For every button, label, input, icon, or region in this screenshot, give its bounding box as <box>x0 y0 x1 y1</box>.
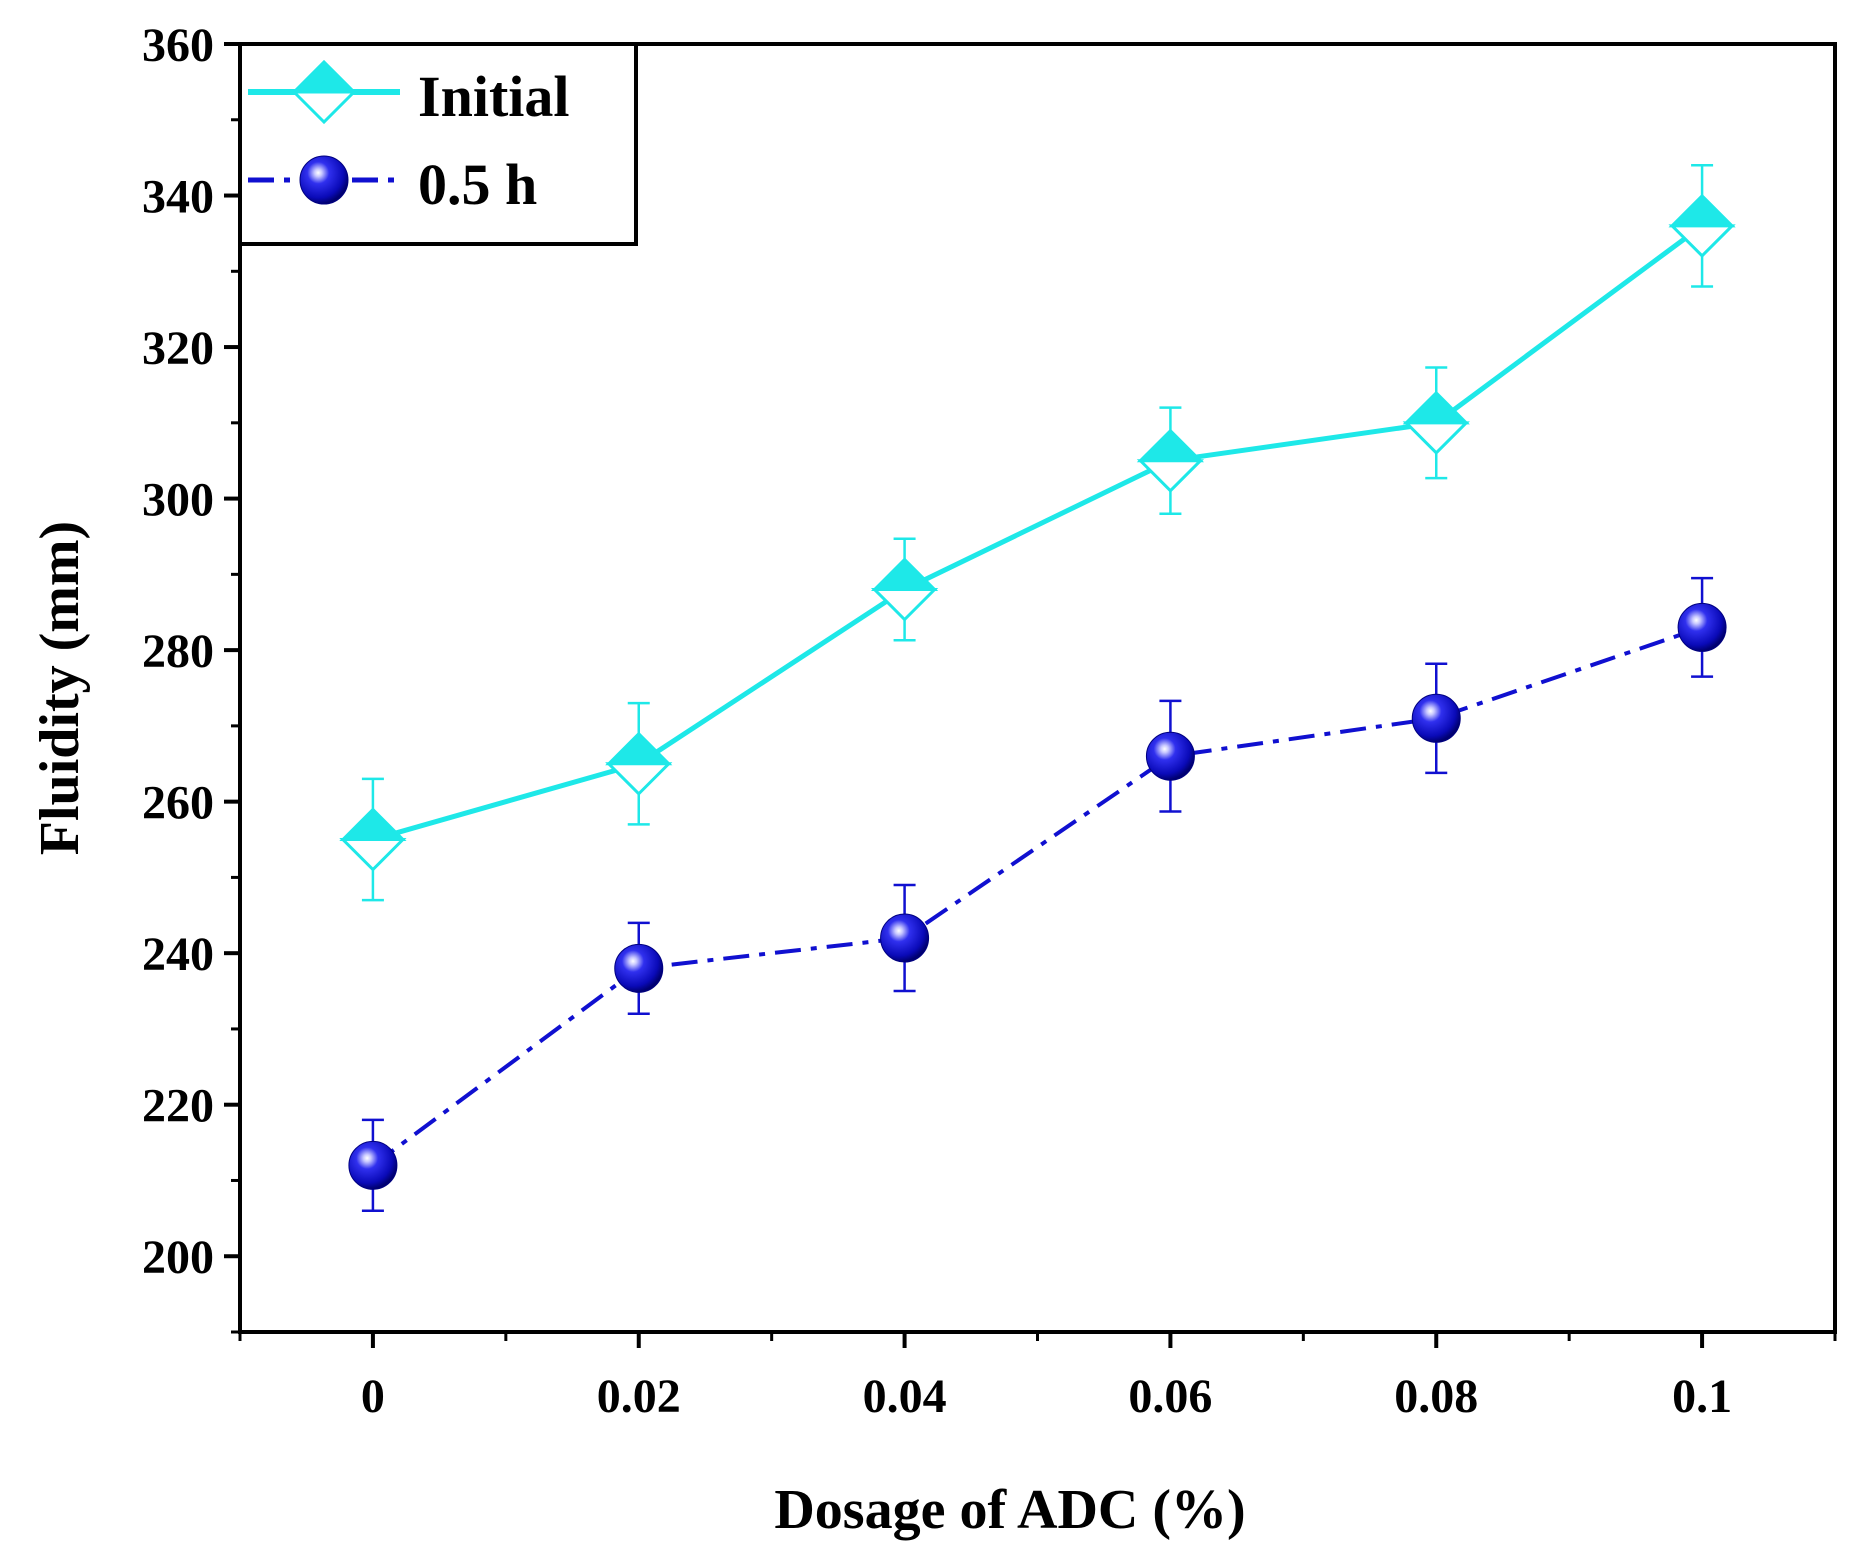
y-tick-label-280: 280 <box>142 625 214 678</box>
legend-marker-0-5h <box>299 155 349 205</box>
point-initial-1-bottom <box>605 762 673 796</box>
legend-diamond-bottom <box>290 90 358 125</box>
x-axis-title: Dosage of ADC (%) <box>774 1479 1245 1541</box>
series-layer <box>339 163 1736 1213</box>
y-tick-label-340: 340 <box>142 171 214 224</box>
series-initial <box>339 163 1736 902</box>
legend-diamond <box>290 59 358 125</box>
y-tick-label-200: 200 <box>142 1231 214 1284</box>
y-tick-label-260: 260 <box>142 777 214 830</box>
legend-entry-initial: Initial <box>248 59 570 129</box>
point-0-5h-1 <box>614 943 664 993</box>
point-initial-1 <box>605 731 673 796</box>
point-initial-0-bottom <box>339 838 407 872</box>
point-0-5h-5 <box>1677 602 1727 652</box>
y-tick-label-220: 220 <box>142 1080 214 1133</box>
point-initial-3-bottom <box>1136 459 1205 493</box>
y-tick-label-300: 300 <box>142 474 214 527</box>
point-initial-0 <box>339 807 407 872</box>
point-0-5h-0 <box>348 1140 398 1190</box>
y-axis-title: Fluidity (mm) <box>29 521 91 855</box>
point-initial-0-top <box>339 807 407 842</box>
point-0-5h-2 <box>880 913 930 963</box>
x-tick-label-4: 0.08 <box>1394 1370 1478 1423</box>
legend-sphere <box>299 155 349 205</box>
point-initial-3 <box>1136 428 1205 493</box>
x-axis-ticks: 0 0.02 0.04 0.06 0.08 0.1 <box>238 1332 1837 1423</box>
legend-marker-initial <box>290 59 358 125</box>
x-tick-label-2: 0.04 <box>863 1370 947 1423</box>
series-line-initial <box>372 223 1704 842</box>
x-tick-label-1: 0.02 <box>597 1370 681 1423</box>
y-tick-label-240: 240 <box>142 928 214 981</box>
series-0-5h <box>348 576 1727 1213</box>
point-initial-5-bottom <box>1668 224 1736 258</box>
point-initial-3-top <box>1136 428 1205 463</box>
y-tick-label-320: 320 <box>142 322 214 375</box>
series-line-0-5h <box>371 625 1703 1167</box>
x-tick-label-0: 0 <box>361 1370 385 1423</box>
y-axis-ticks: 200 220 240 260 280 300 320 340 360 <box>142 19 240 1334</box>
point-initial-5 <box>1668 193 1736 258</box>
point-initial-4-bottom <box>1402 421 1470 455</box>
legend: Initial 0.5 h <box>238 42 638 246</box>
legend-label-0-5h: 0.5 h <box>418 152 537 217</box>
legend-label-initial: Initial <box>418 64 570 129</box>
y-tick-label-360: 360 <box>142 19 214 72</box>
point-0-5h-3 <box>1145 731 1195 781</box>
legend-entry-0-5h: 0.5 h <box>248 152 537 217</box>
x-tick-label-3: 0.06 <box>1128 1370 1212 1423</box>
point-initial-2-top <box>870 557 939 592</box>
x-tick-label-5: 0.1 <box>1672 1370 1732 1423</box>
legend-box <box>238 42 638 246</box>
point-initial-4 <box>1402 390 1470 455</box>
point-initial-2-bottom <box>870 588 939 622</box>
point-initial-5-top <box>1668 193 1736 228</box>
point-initial-2 <box>870 557 939 622</box>
point-0-5h-4 <box>1411 693 1461 743</box>
